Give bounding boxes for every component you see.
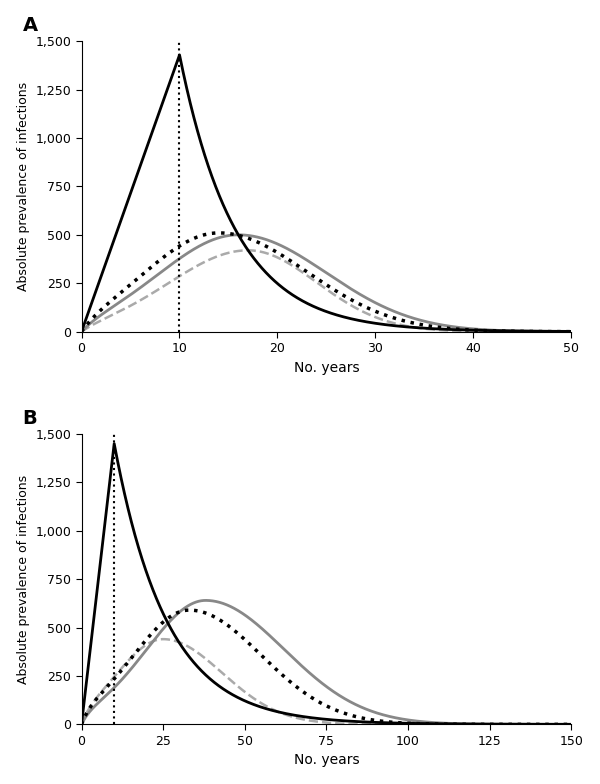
Y-axis label: Absolute prevalence of infections: Absolute prevalence of infections — [17, 474, 29, 684]
Text: A: A — [23, 16, 38, 35]
X-axis label: No. years: No. years — [293, 361, 359, 375]
Y-axis label: Absolute prevalence of infections: Absolute prevalence of infections — [17, 82, 29, 291]
Text: B: B — [23, 409, 37, 428]
X-axis label: No. years: No. years — [293, 753, 359, 768]
